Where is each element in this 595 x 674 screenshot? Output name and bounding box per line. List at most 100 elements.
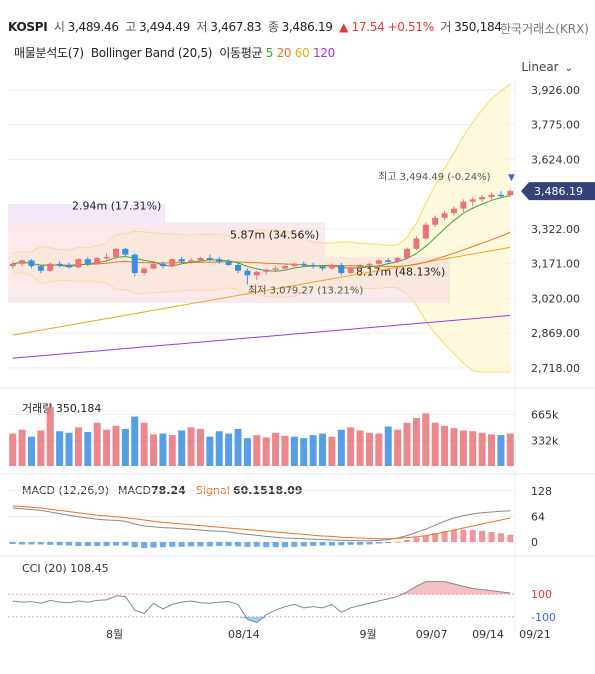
current-price-label: 3,486.19 [534,185,583,198]
candle-body [281,266,288,269]
change-pct: +0.51% [387,20,434,34]
volume-bar [365,432,373,466]
ma-label[interactable]: 이동평균 [219,46,263,60]
high-label: 고 [125,20,136,34]
volume-bar [206,436,214,466]
candle-body [300,263,307,266]
volume-bar [46,407,54,466]
scale-mode-dropdown[interactable]: Linear ⌄ [521,60,573,74]
candle-body [479,197,486,200]
candle-body [141,268,148,274]
low-label: 저 [196,20,208,34]
high-marker-icon: ▼ [508,173,515,183]
volume-bar [9,433,17,466]
bollinger-label[interactable]: Bollinger Band (20,5) [90,46,213,60]
macd-histogram-bar [366,542,373,545]
price-axis-label: 3,020.00 [531,292,580,305]
macd-axis-label: 128 [531,485,552,498]
volume-bar [243,438,251,466]
candle-body [328,264,335,269]
volume-profile-zone-1-label: 2.94m (17.31%) [72,200,161,213]
macd-histogram-bar [385,542,392,543]
macd-histogram-bar [178,542,185,547]
candle-body [413,238,420,249]
macd-histogram-bar [328,542,335,546]
volume-bar [290,436,298,466]
macd-histogram-bar [479,530,486,542]
macd-histogram-bar [263,542,270,548]
price-axis-label: 2,869.00 [531,327,580,340]
cci-oversold-area [12,616,511,623]
candle-body [319,266,326,269]
candle-body [75,259,82,268]
macd-histogram-bar [75,542,82,546]
volume-bar [281,435,289,466]
symbol: KOSPI [8,20,48,34]
volume-bar [65,432,73,466]
price-axis-label: 2,718.00 [531,362,580,375]
low-value: 3,467.83 [210,20,262,34]
candle-body [216,259,223,262]
volume-bar [253,435,261,466]
x-axis-label: 9월 [359,628,376,641]
x-axis-label: 09/07 [416,628,448,641]
candle-body [450,208,457,214]
current-price-tag [521,182,595,201]
candle-body [235,264,242,271]
macd-histogram-bar [422,535,429,542]
volume-bar [27,436,35,466]
macd-histogram-bar [244,542,251,547]
macd-histogram-bar [488,532,495,542]
macd-histogram-bar [112,542,119,546]
volume-bar [103,429,111,466]
candle-body [394,258,401,262]
volume-bar [234,428,242,466]
ma120-line [12,314,511,359]
volume-bar [84,432,92,466]
x-axis-label: 08/14 [228,628,260,641]
macd-histogram-bar [300,542,307,547]
candle-body [94,258,101,264]
candle-body [169,259,176,267]
candle-body [37,266,44,271]
volume-bar [215,431,223,466]
macd-histogram-bar [9,542,16,544]
macd-histogram-bar [347,542,354,545]
volume-bar [93,422,101,466]
volume-bar [384,426,392,466]
macd-histogram-bar [216,542,223,546]
x-axis-label: 09/14 [472,628,504,641]
candle-body [159,263,166,267]
vol-profile-label[interactable]: 매물분석도(7) [14,46,84,60]
volume-bar [37,430,45,466]
high-value: 3,494.49 [138,20,190,34]
price-axis-label: 3,624.00 [531,153,580,166]
exchange-label: 한국거래소(KRX) [500,22,589,36]
candle-body [263,269,270,272]
macd-histogram-bar [169,542,176,547]
ma60-label: 60 [294,46,310,60]
ma20-label: 20 [276,46,292,60]
volume-bar [441,425,449,466]
candle-body [366,263,373,266]
candle-body [469,199,476,202]
candle-body [131,254,138,274]
macd-histogram-bar [272,542,279,548]
indicator-legend: 매물분석도(7) Bollinger Band (20,5) 이동평균 5 20… [14,44,335,61]
macd-histogram-bar [28,542,35,545]
close-value: 3,486.19 [281,20,333,34]
candle-body [244,270,251,276]
candle-body [56,263,63,266]
volume-bar [347,427,355,466]
candle-body [28,260,35,267]
volume-bar [131,416,139,466]
macd-histogram-bar [159,542,166,548]
volume-label: 거 [440,20,452,34]
candle-body [206,258,213,260]
cci-title: CCI (20) 108.45 [22,562,109,575]
volume-profile-zone-2-label: 5.87m (34.56%) [230,229,319,242]
macd-histogram-bar [122,542,129,546]
ma5-label: 5 [265,46,274,60]
cci-overbought-area [12,581,511,595]
